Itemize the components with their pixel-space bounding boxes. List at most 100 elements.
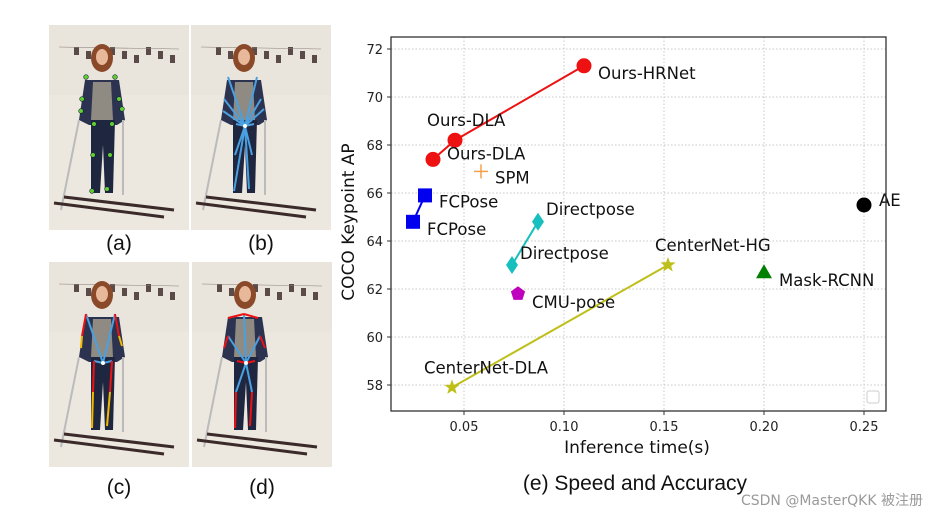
- offset-arrow: [234, 391, 237, 429]
- offset-arrow: [81, 313, 87, 337]
- ski-lift-chair: [216, 47, 221, 55]
- ski-lift-chair: [146, 47, 151, 55]
- ski: [53, 201, 165, 219]
- figure-caption: (e) Speed and Accuracy: [522, 472, 748, 495]
- offset-arrow: [249, 391, 253, 427]
- ski-lift-chair: [288, 47, 293, 55]
- lift-cable: [58, 46, 180, 50]
- offset-arrow: [91, 391, 94, 429]
- offset-arrow: [243, 313, 247, 364]
- keypoint: [107, 152, 113, 158]
- face: [96, 49, 108, 65]
- y-tick-label: 68: [366, 139, 383, 154]
- ski: [63, 195, 175, 212]
- ski: [63, 432, 175, 449]
- ski-lift-chair: [74, 284, 79, 292]
- plot-frame: [390, 36, 887, 412]
- keypoint: [116, 96, 122, 102]
- ski-pole: [60, 119, 80, 211]
- photo-panel-a: [49, 25, 189, 230]
- offset-arrow: [227, 313, 245, 319]
- y-tick-label: 66: [366, 187, 383, 202]
- center-point: [101, 361, 105, 365]
- series-line: [451, 264, 669, 389]
- ski-lift-chair: [134, 292, 139, 300]
- photo-panel-d: [192, 262, 332, 467]
- ski-lift-chair: [264, 51, 269, 59]
- panel-label-b: (b): [248, 232, 274, 255]
- skier-hierarchical-offsets-image: [49, 262, 189, 467]
- empty-legend: [866, 390, 880, 404]
- y-tick-label: 60: [366, 331, 383, 346]
- point-label: Mask-RCNN: [779, 271, 874, 290]
- offset-arrow: [259, 335, 266, 349]
- ski-lift-chair: [110, 284, 115, 292]
- offset-arrow: [102, 313, 116, 364]
- point-label: Ours-DLA: [447, 144, 526, 163]
- offset-arrow: [80, 335, 83, 349]
- diamond-marker: [506, 256, 518, 274]
- offset-arrow: [244, 76, 258, 127]
- offset-arrow: [227, 335, 247, 364]
- y-axis-label: COCO Keypoint AP: [339, 143, 359, 300]
- keypoint: [112, 74, 118, 80]
- panel-label-a: (a): [106, 232, 132, 255]
- ski-lift-chair: [289, 284, 294, 292]
- y-tick-label: 72: [366, 43, 383, 58]
- ski-lift-chair: [146, 284, 151, 292]
- center-point: [244, 361, 248, 365]
- ski: [195, 201, 307, 219]
- circle-marker: [856, 197, 872, 213]
- ski-lift-chair: [313, 292, 318, 300]
- pants: [233, 120, 257, 193]
- keypoint: [89, 188, 95, 194]
- y-tick-label: 70: [366, 91, 383, 106]
- point-label: CMU-pose: [532, 293, 615, 312]
- ski-lift-chair: [86, 288, 91, 296]
- square-marker: [418, 188, 432, 203]
- point-label: AE: [879, 191, 901, 210]
- square-marker: [406, 214, 420, 229]
- ski: [53, 438, 165, 456]
- pants: [91, 120, 115, 193]
- ski-lift-chair: [300, 51, 305, 59]
- plus-marker: [474, 164, 488, 179]
- ski-lift-chair: [265, 288, 270, 296]
- point-label: FCPose: [427, 220, 486, 239]
- ski-pole: [60, 356, 80, 448]
- ski-lift-chair: [158, 51, 163, 59]
- face: [96, 286, 108, 302]
- face: [239, 286, 251, 302]
- offset-arrow: [85, 313, 104, 364]
- offset-arrow: [92, 360, 95, 393]
- skier-tree-offsets-image: [192, 262, 332, 467]
- ski-pole: [203, 356, 223, 448]
- offset-arrow: [244, 125, 250, 190]
- point-label: CenterNet-DLA: [424, 358, 549, 377]
- offset-arrow: [223, 98, 246, 127]
- point-label: SPM: [495, 168, 530, 187]
- keypoint: [78, 108, 84, 114]
- panel-label-c: (c): [106, 476, 132, 499]
- keypoint: [119, 106, 125, 112]
- y-tick-label: 58: [366, 379, 383, 394]
- ski-lift-chair: [229, 288, 234, 296]
- x-tick-label: 0.25: [850, 420, 879, 435]
- offset-arrow: [244, 98, 262, 127]
- lift-cable: [200, 46, 322, 50]
- offset-arrow: [245, 362, 253, 393]
- point-label: FCPose: [439, 192, 498, 211]
- x-tick-label: 0.05: [450, 420, 479, 435]
- keypoint: [90, 152, 96, 158]
- offset-arrow: [118, 335, 123, 347]
- ski-lift-chair: [110, 47, 115, 55]
- ski: [205, 195, 317, 212]
- ski-pole: [202, 119, 222, 211]
- lift-cable: [58, 283, 180, 287]
- ski-lift-chair: [158, 288, 163, 296]
- point-label: Ours-DLA: [427, 111, 506, 130]
- ski-lift-chair: [134, 55, 139, 63]
- circle-marker: [447, 132, 463, 148]
- photo-panel-c: [49, 262, 189, 467]
